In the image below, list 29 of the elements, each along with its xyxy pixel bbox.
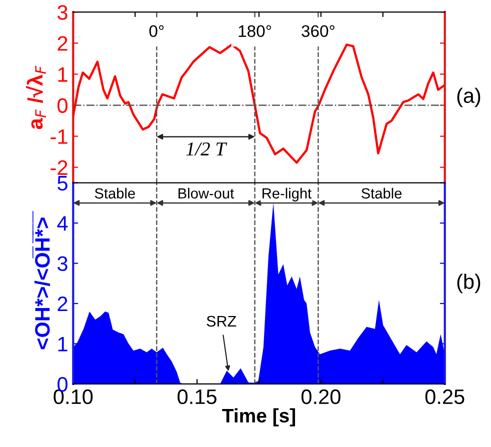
text: (a) [457,88,480,108]
y-tick-label: -2 [50,160,68,175]
y-tick-label: -1 [50,129,68,144]
y-tick-label: 0 [58,98,68,113]
annotation: Stable [362,188,402,199]
annotation: Stable [94,188,135,199]
x-tick-label: 0.15 [178,389,216,404]
y-tick-label: 1 [58,67,68,82]
y-tick-label: 2 [58,36,68,51]
x-tick-label: 0.20 [301,389,340,404]
y-tick-label: 4 [57,216,68,231]
y-tick-label: 3 [58,5,68,20]
annotation: SRZ [206,316,236,327]
y-tick-label: 1 [58,336,68,352]
annotation: 180° [238,25,272,38]
annotation: 360° [302,25,334,38]
annotation: 0° [149,25,164,38]
x-axis-title: Time [s] [222,408,296,426]
x-tick-label: 0.25 [425,389,464,404]
y-tick-label: 5 [58,176,68,191]
line-series [73,44,445,164]
y-tick-label: 2 [58,296,68,312]
text: (b) [457,274,480,294]
y-tick-label: 3 [58,256,68,272]
y-axis-title: <OH*>/<O̅H̅*̅>̅ [32,210,50,350]
annotation: 1/2 T [186,142,228,156]
y-axis-title: a$_{F}$ /√λ$_{F}$ [26,66,46,130]
annotation: Re-light [262,188,312,202]
annotation: Blow-out [178,188,234,199]
